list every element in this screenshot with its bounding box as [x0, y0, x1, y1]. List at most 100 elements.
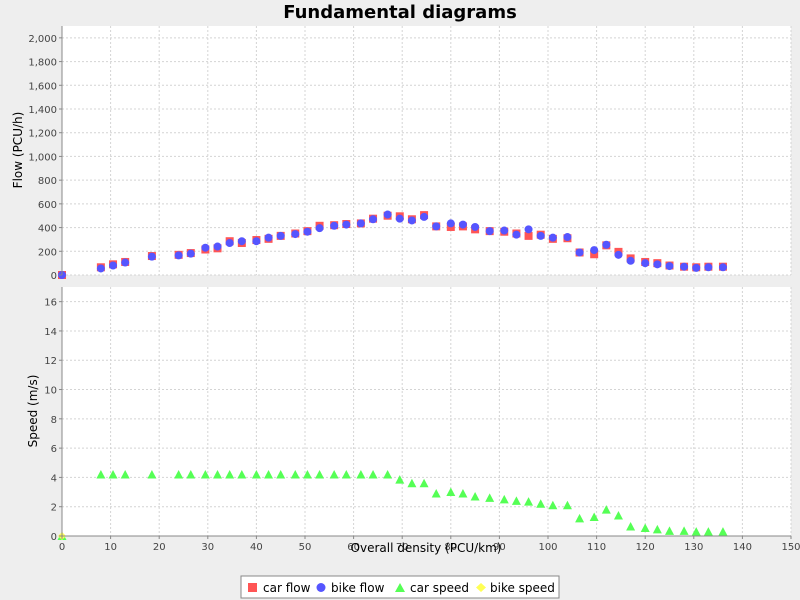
- bike-flow-point: [109, 261, 118, 270]
- bike-flow-point: [512, 230, 521, 239]
- legend-bike-flow-marker: [316, 583, 326, 592]
- car-speed-point: [108, 469, 118, 479]
- car-speed-point: [302, 469, 312, 479]
- x-tick-label: 0: [59, 542, 65, 553]
- bike-flow-point: [342, 220, 351, 229]
- bike-flow-point: [563, 233, 572, 242]
- bike-flow-point: [458, 220, 467, 229]
- legend-bike-flow-label: bike flow: [331, 581, 385, 595]
- bike-flow-point: [718, 263, 727, 272]
- car-speed-point: [383, 469, 393, 479]
- bike-flow-point: [276, 231, 285, 240]
- bike-flow-point: [315, 224, 324, 233]
- y-tick-label: 1,800: [28, 58, 57, 69]
- car-speed-point: [536, 499, 546, 508]
- bike-flow-point: [213, 242, 222, 251]
- car-speed-point: [703, 527, 713, 536]
- legend-car-speed-label: car speed: [410, 581, 469, 595]
- car-speed-point: [174, 469, 184, 479]
- x-tick-label: 30: [201, 542, 214, 553]
- bike-flow-point: [692, 263, 701, 272]
- car-speed-point: [120, 469, 130, 479]
- bike-flow-point: [575, 248, 584, 257]
- car-speed-point: [237, 469, 247, 479]
- car-speed-point: [652, 524, 662, 534]
- car-speed-point: [665, 526, 674, 535]
- x-tick-label: 130: [684, 542, 703, 553]
- bike-flow-point: [432, 222, 441, 231]
- car-speed-point: [186, 469, 196, 479]
- car-speed-point: [96, 469, 106, 479]
- car-speed-point: [691, 527, 701, 536]
- y-tick-label: 1,200: [28, 129, 57, 140]
- flow-y-axis-label: Flow (PCU/h): [11, 112, 25, 189]
- car-speed-point: [562, 500, 572, 510]
- bike-flow-point: [665, 262, 674, 271]
- bike-flow-point: [96, 264, 105, 273]
- bike-flow-point: [264, 233, 273, 242]
- car-speed-point: [470, 491, 480, 501]
- y-tick-label: 12: [44, 356, 57, 367]
- bike-flow-point: [641, 259, 650, 268]
- x-tick-label: 60: [347, 542, 360, 553]
- bike-flow-point: [626, 256, 635, 265]
- bike-flow-point: [614, 250, 623, 259]
- car-speed-point: [589, 512, 599, 521]
- car-speed-point: [200, 469, 210, 479]
- bike-flow-point: [704, 263, 713, 272]
- y-tick-label: 0: [51, 271, 57, 282]
- chart-title: Fundamental diagrams: [283, 2, 517, 23]
- y-tick-label: 600: [38, 200, 57, 211]
- speed-y-axis-label: Speed (m/s): [26, 375, 40, 448]
- car-speed-point: [499, 494, 509, 504]
- bike-flow-point: [536, 231, 545, 240]
- x-tick-label: 90: [493, 542, 506, 553]
- car-speed-point: [368, 469, 378, 479]
- car-speed-point: [147, 469, 157, 479]
- car-speed-point: [264, 469, 274, 479]
- car-speed-point: [290, 469, 300, 479]
- car-speed-point: [395, 475, 405, 484]
- y-tick-label: 400: [38, 224, 57, 235]
- car-speed-point: [548, 500, 558, 510]
- data-points: [57, 210, 728, 540]
- x-tick-label: 20: [153, 542, 166, 553]
- bike-flow-point: [653, 260, 662, 269]
- x-tick-label: 120: [636, 542, 655, 553]
- y-tick-label: 10: [44, 386, 57, 397]
- x-tick-label: 150: [781, 542, 800, 553]
- x-tick-label: 80: [444, 542, 457, 553]
- y-tick-label: 0: [51, 532, 57, 543]
- y-tick-label: 1,400: [28, 105, 57, 116]
- y-tick-label: 6: [51, 444, 57, 455]
- car-speed-point: [341, 469, 351, 479]
- bike-flow-point: [201, 243, 210, 252]
- bike-flow-point: [524, 225, 533, 234]
- x-tick-label: 110: [587, 542, 606, 553]
- car-speed-point: [251, 469, 261, 479]
- car-speed-point: [407, 478, 417, 488]
- flow-plot-area: [62, 26, 791, 275]
- legend-car-flow-label: car flow: [263, 581, 311, 595]
- bike-flow-point: [471, 222, 480, 231]
- bike-flow-point: [225, 238, 234, 247]
- x-tick-label: 140: [733, 542, 752, 553]
- bike-flow-point: [369, 215, 378, 224]
- x-tick-label: 40: [250, 542, 263, 553]
- bike-flow-point: [395, 214, 404, 223]
- bike-flow-point: [330, 221, 339, 230]
- x-axis-label: Overall density (PCU/km): [351, 541, 502, 555]
- car-speed-point: [431, 489, 441, 498]
- y-tick-label: 1,000: [28, 152, 57, 163]
- car-speed-point: [329, 469, 339, 479]
- bike-flow-point: [356, 219, 365, 228]
- bike-flow-point: [680, 262, 689, 271]
- bike-flow-point: [485, 227, 494, 236]
- legend-bike-speed-label: bike speed: [490, 581, 555, 595]
- car-speed-point: [315, 469, 325, 479]
- y-tick-label: 4: [51, 473, 57, 484]
- x-tick-label: 100: [538, 542, 557, 553]
- y-tick-label: 8: [51, 415, 57, 426]
- car-speed-point: [446, 487, 456, 497]
